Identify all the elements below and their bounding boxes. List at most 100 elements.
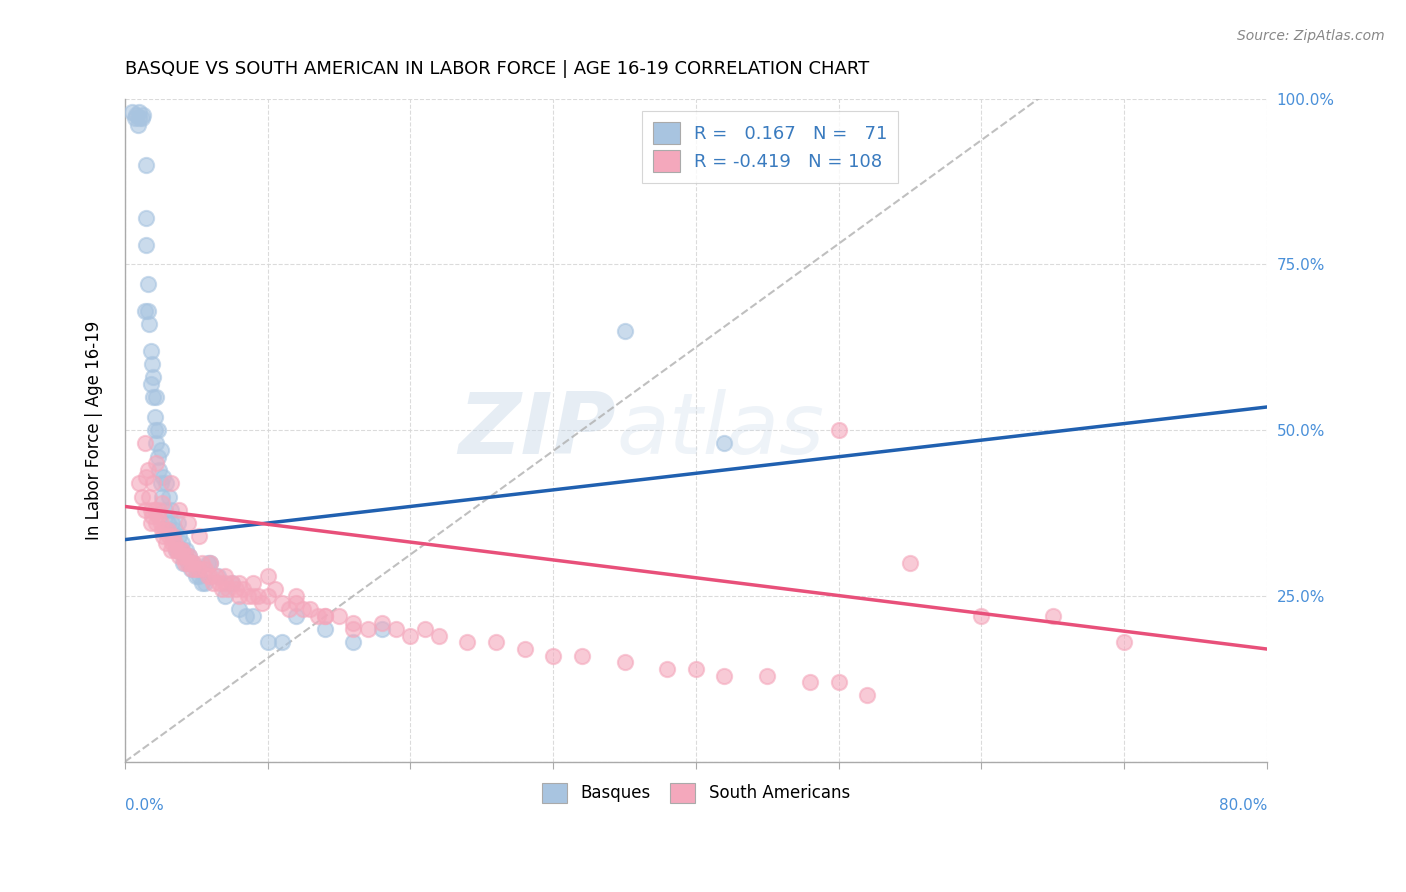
Point	[136, 463, 159, 477]
Point	[228, 589, 250, 603]
Point	[167, 549, 190, 564]
Point	[250, 596, 273, 610]
Point	[197, 556, 219, 570]
Point	[285, 596, 308, 610]
Point	[285, 608, 308, 623]
Point	[153, 523, 176, 537]
Point	[150, 496, 173, 510]
Point	[191, 556, 214, 570]
Point	[159, 502, 181, 516]
Point	[139, 376, 162, 391]
Point	[270, 596, 292, 610]
Point	[174, 549, 197, 564]
Point	[183, 556, 205, 570]
Point	[155, 536, 177, 550]
Point	[138, 317, 160, 331]
Point	[246, 589, 269, 603]
Text: Source: ZipAtlas.com: Source: ZipAtlas.com	[1237, 29, 1385, 43]
Point	[342, 615, 364, 630]
Text: ZIP: ZIP	[458, 389, 616, 472]
Point	[242, 608, 264, 623]
Point	[200, 556, 222, 570]
Point	[166, 542, 188, 557]
Point	[194, 575, 217, 590]
Point	[177, 549, 200, 564]
Point	[146, 509, 169, 524]
Point	[541, 648, 564, 663]
Point	[124, 112, 146, 126]
Point	[756, 668, 779, 682]
Point	[256, 635, 278, 649]
Point	[177, 549, 200, 564]
Point	[142, 390, 165, 404]
Point	[188, 569, 211, 583]
Point	[208, 575, 231, 590]
Point	[153, 502, 176, 516]
Point	[179, 562, 201, 576]
Point	[155, 476, 177, 491]
Point	[207, 569, 229, 583]
Point	[172, 549, 194, 564]
Point	[328, 608, 350, 623]
Point	[225, 582, 247, 597]
Point	[263, 582, 285, 597]
Point	[828, 675, 851, 690]
Point	[152, 469, 174, 483]
Point	[125, 108, 148, 122]
Point	[159, 542, 181, 557]
Point	[157, 490, 180, 504]
Point	[173, 549, 195, 564]
Point	[427, 629, 450, 643]
Point	[170, 542, 193, 557]
Point	[235, 608, 257, 623]
Point	[139, 502, 162, 516]
Point	[148, 502, 170, 516]
Point	[191, 575, 214, 590]
Point	[183, 556, 205, 570]
Point	[221, 575, 243, 590]
Point	[135, 469, 157, 483]
Point	[371, 622, 394, 636]
Point	[413, 622, 436, 636]
Point	[179, 556, 201, 570]
Point	[713, 668, 735, 682]
Point	[146, 423, 169, 437]
Point	[176, 556, 198, 570]
Point	[342, 622, 364, 636]
Point	[613, 324, 636, 338]
Point	[186, 562, 208, 576]
Point	[356, 622, 378, 636]
Point	[173, 556, 195, 570]
Point	[145, 516, 167, 530]
Point	[713, 436, 735, 450]
Point	[221, 575, 243, 590]
Point	[143, 423, 166, 437]
Point	[202, 575, 225, 590]
Point	[134, 502, 156, 516]
Point	[146, 450, 169, 464]
Point	[217, 582, 239, 597]
Point	[270, 635, 292, 649]
Point	[399, 629, 422, 643]
Point	[128, 112, 150, 126]
Point	[256, 569, 278, 583]
Point	[828, 423, 851, 437]
Point	[145, 390, 167, 404]
Point	[135, 158, 157, 172]
Point	[162, 529, 184, 543]
Point	[156, 516, 179, 530]
Point	[342, 635, 364, 649]
Point	[156, 523, 179, 537]
Point	[200, 569, 222, 583]
Point	[143, 409, 166, 424]
Point	[856, 689, 879, 703]
Point	[169, 542, 191, 557]
Point	[160, 516, 183, 530]
Point	[152, 529, 174, 543]
Point	[131, 490, 153, 504]
Text: 0.0%: 0.0%	[125, 798, 163, 814]
Point	[149, 443, 172, 458]
Point	[141, 357, 163, 371]
Point	[174, 542, 197, 557]
Point	[256, 589, 278, 603]
